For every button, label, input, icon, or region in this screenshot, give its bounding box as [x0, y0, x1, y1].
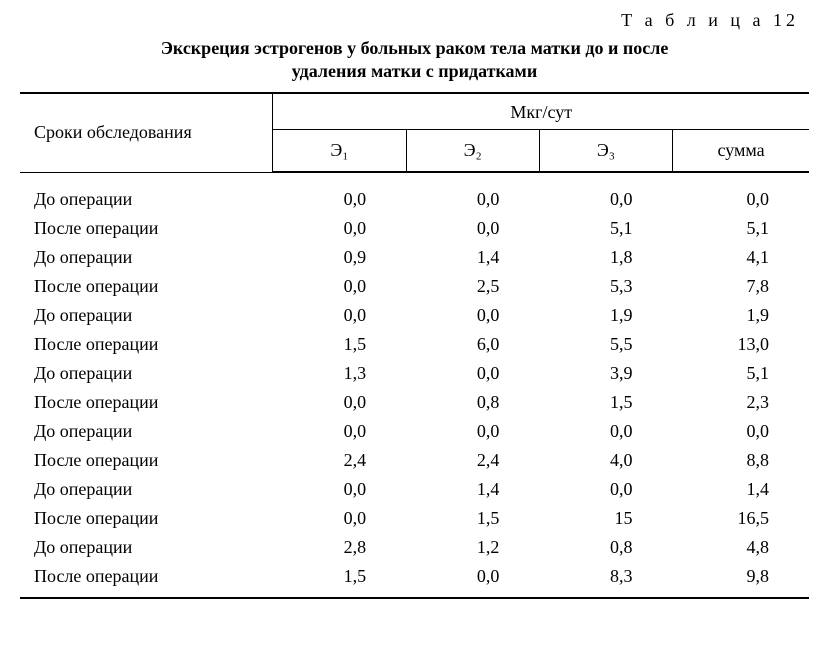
- title-line-1: Экскреция эстрогенов у больных раком тел…: [161, 38, 669, 58]
- cell-value: 8,8: [673, 446, 809, 475]
- cell-value: 5,1: [539, 214, 672, 243]
- table-row: После операции1,50,08,39,8: [20, 562, 809, 598]
- row-label: До операции: [20, 533, 273, 562]
- cell-value: 15: [539, 504, 672, 533]
- table-row: После операции0,01,51516,5: [20, 504, 809, 533]
- cell-value: 9,8: [673, 562, 809, 598]
- row-label: После операции: [20, 330, 273, 359]
- title-line-2: удаления матки с придатками: [292, 61, 537, 81]
- cell-value: 0,0: [273, 504, 406, 533]
- cell-value: 0,0: [406, 359, 539, 388]
- cell-value: 0,0: [406, 214, 539, 243]
- row-label: После операции: [20, 272, 273, 301]
- cell-value: 0,0: [673, 417, 809, 446]
- cell-value: 1,5: [539, 388, 672, 417]
- cell-value: 0,0: [406, 172, 539, 214]
- cell-value: 5,3: [539, 272, 672, 301]
- cell-value: 4,8: [673, 533, 809, 562]
- cell-value: 0,8: [406, 388, 539, 417]
- cell-value: 2,8: [273, 533, 406, 562]
- row-label: До операции: [20, 359, 273, 388]
- table-row: После операции0,02,55,37,8: [20, 272, 809, 301]
- table-row: До операции0,91,41,84,1: [20, 243, 809, 272]
- cell-value: 0,0: [539, 475, 672, 504]
- data-table: Сроки обследования Мкг/сут Э₁ Э₂ Э₃ сумм…: [20, 92, 809, 599]
- header-col-3: Э₃: [539, 129, 672, 171]
- cell-value: 2,4: [273, 446, 406, 475]
- row-label: До операции: [20, 475, 273, 504]
- row-label: До операции: [20, 172, 273, 214]
- cell-value: 2,4: [406, 446, 539, 475]
- cell-value: 0,0: [273, 417, 406, 446]
- table-row: До операции1,30,03,95,1: [20, 359, 809, 388]
- header-group: Мкг/сут: [273, 93, 809, 130]
- cell-value: 1,5: [273, 562, 406, 598]
- cell-value: 0,0: [406, 301, 539, 330]
- cell-value: 7,8: [673, 272, 809, 301]
- cell-value: 8,3: [539, 562, 672, 598]
- cell-value: 0,0: [273, 475, 406, 504]
- cell-value: 0,0: [273, 388, 406, 417]
- row-label: До операции: [20, 417, 273, 446]
- table-body: До операции0,00,00,00,0После операции0,0…: [20, 172, 809, 598]
- cell-value: 5,1: [673, 214, 809, 243]
- header-col-2: Э₂: [406, 129, 539, 171]
- table-row: После операции0,00,05,15,1: [20, 214, 809, 243]
- cell-value: 5,5: [539, 330, 672, 359]
- cell-value: 0,0: [273, 172, 406, 214]
- cell-value: 3,9: [539, 359, 672, 388]
- cell-value: 0,0: [273, 301, 406, 330]
- cell-value: 1,2: [406, 533, 539, 562]
- cell-value: 2,5: [406, 272, 539, 301]
- cell-value: 5,1: [673, 359, 809, 388]
- table-header: Сроки обследования Мкг/сут Э₁ Э₂ Э₃ сумм…: [20, 93, 809, 173]
- header-col-4: сумма: [673, 129, 809, 171]
- cell-value: 0,0: [406, 562, 539, 598]
- cell-value: 1,4: [406, 475, 539, 504]
- cell-value: 16,5: [673, 504, 809, 533]
- row-label: До операции: [20, 243, 273, 272]
- table-row: После операции2,42,44,08,8: [20, 446, 809, 475]
- cell-value: 0,0: [273, 272, 406, 301]
- cell-value: 1,8: [539, 243, 672, 272]
- table-number-label: Т а б л и ц а 12: [20, 10, 809, 31]
- cell-value: 0,0: [673, 172, 809, 214]
- row-label: После операции: [20, 504, 273, 533]
- table-row: После операции1,56,05,513,0: [20, 330, 809, 359]
- table-row: До операции0,00,00,00,0: [20, 172, 809, 214]
- cell-value: 0,0: [406, 417, 539, 446]
- row-label: До операции: [20, 301, 273, 330]
- table-row: После операции0,00,81,52,3: [20, 388, 809, 417]
- header-row-label: Сроки обследования: [20, 93, 273, 172]
- cell-value: 13,0: [673, 330, 809, 359]
- cell-value: 2,3: [673, 388, 809, 417]
- cell-value: 1,9: [673, 301, 809, 330]
- cell-value: 1,4: [673, 475, 809, 504]
- row-label: После операции: [20, 214, 273, 243]
- cell-value: 0,9: [273, 243, 406, 272]
- cell-value: 6,0: [406, 330, 539, 359]
- cell-value: 4,0: [539, 446, 672, 475]
- cell-value: 1,4: [406, 243, 539, 272]
- row-label: После операции: [20, 388, 273, 417]
- table-row: До операции0,00,00,00,0: [20, 417, 809, 446]
- cell-value: 0,0: [539, 172, 672, 214]
- cell-value: 1,5: [273, 330, 406, 359]
- cell-value: 1,5: [406, 504, 539, 533]
- row-label: После операции: [20, 446, 273, 475]
- table-row: До операции0,00,01,91,9: [20, 301, 809, 330]
- row-label: После операции: [20, 562, 273, 598]
- table-row: До операции0,01,40,01,4: [20, 475, 809, 504]
- cell-value: 0,8: [539, 533, 672, 562]
- cell-value: 0,0: [539, 417, 672, 446]
- cell-value: 1,9: [539, 301, 672, 330]
- table-title: Экскреция эстрогенов у больных раком тел…: [45, 37, 785, 84]
- cell-value: 1,3: [273, 359, 406, 388]
- header-col-1: Э₁: [273, 129, 406, 171]
- cell-value: 0,0: [273, 214, 406, 243]
- cell-value: 4,1: [673, 243, 809, 272]
- table-row: До операции2,81,20,84,8: [20, 533, 809, 562]
